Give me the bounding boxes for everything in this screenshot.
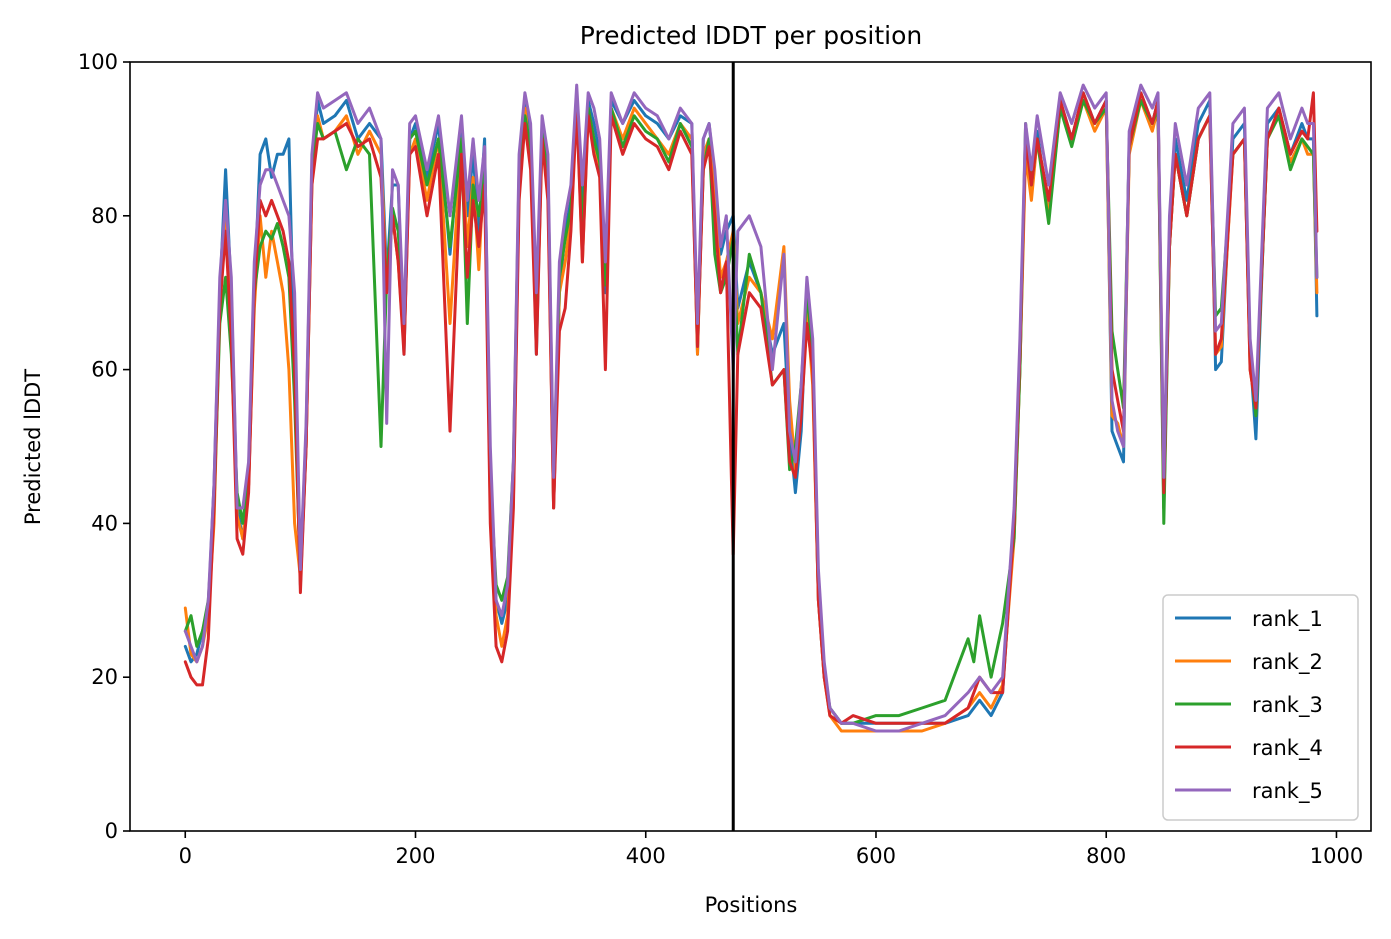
- y-tick-label: 40: [91, 511, 118, 535]
- series-line-rank_1: [183, 91, 1319, 725]
- series-line-rank_3: [183, 99, 1319, 725]
- y-axis-label: Predicted lDDT: [21, 369, 45, 525]
- legend-label-rank_1: rank_1: [1252, 607, 1323, 632]
- y-tick-label: 20: [91, 665, 118, 689]
- x-tick-label: 600: [856, 844, 896, 868]
- legend-label-rank_2: rank_2: [1252, 650, 1323, 675]
- y-tick-label: 100: [78, 50, 118, 74]
- y-tick-label: 80: [91, 204, 118, 228]
- x-axis-label: Positions: [705, 893, 798, 917]
- plot-frame: [129, 61, 1372, 832]
- x-tick-label: 400: [626, 844, 666, 868]
- plot-area: [129, 61, 1372, 832]
- x-tick-label: 200: [395, 844, 435, 868]
- legend-label-rank_5: rank_5: [1252, 779, 1323, 804]
- legend-label-rank_3: rank_3: [1252, 693, 1323, 718]
- chart-title: Predicted lDDT per position: [580, 21, 922, 50]
- x-axis-ticks: 0 200 400 600 800 1000: [179, 831, 1363, 868]
- x-tick-label: 800: [1086, 844, 1126, 868]
- x-tick-label: 0: [179, 844, 192, 868]
- y-tick-label: 0: [105, 819, 118, 843]
- legend-label-rank_4: rank_4: [1252, 736, 1323, 761]
- x-tick-label: 1000: [1310, 844, 1363, 868]
- y-axis-ticks: 0 20 40 60 80 100: [78, 50, 130, 843]
- y-tick-label: 60: [91, 358, 118, 382]
- series-line-rank_5: [183, 83, 1319, 733]
- legend-box: [1162, 594, 1359, 821]
- legend: rank_1 rank_2 rank_3 rank_4 rank_5: [1162, 594, 1359, 821]
